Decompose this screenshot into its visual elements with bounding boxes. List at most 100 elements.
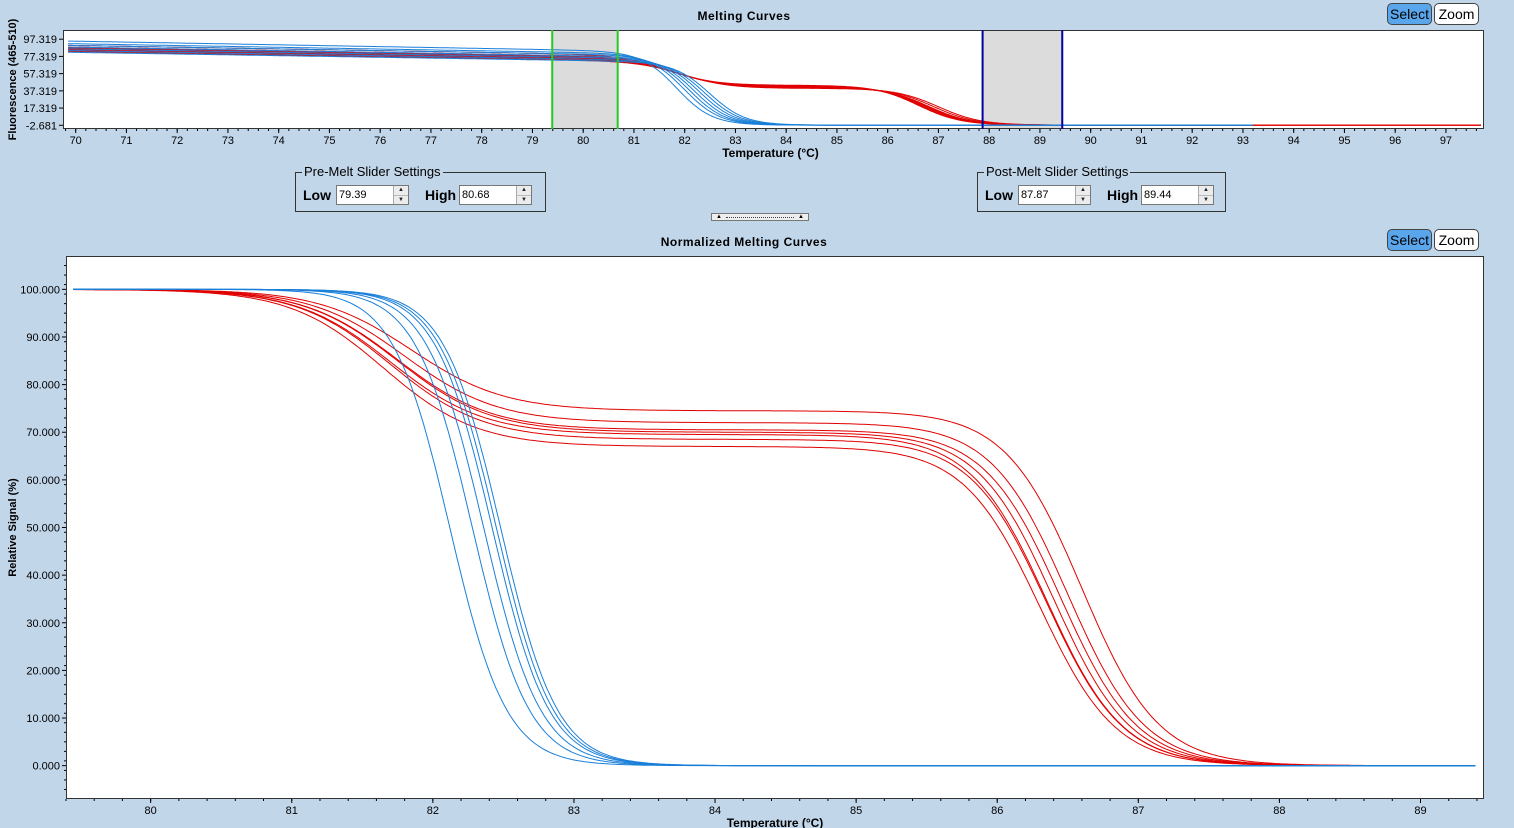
x-tick-label: 75 <box>323 135 335 147</box>
melting-curves-plot[interactable] <box>63 30 1484 129</box>
y-tick-label: -2.681 <box>26 120 57 132</box>
y-tick-label: 80.000 <box>26 380 60 392</box>
post-melt-settings: Post-Melt Slider Settings Low ▲▼ High ▲▼ <box>977 164 1226 212</box>
x-tick-label: 81 <box>628 135 640 147</box>
post-melt-high-spinner[interactable]: ▲▼ <box>1141 185 1214 205</box>
x-tick-label: 88 <box>983 135 995 147</box>
blue-curve-2 <box>73 288 1476 767</box>
x-tick-label: 84 <box>780 135 792 147</box>
pre-melt-region <box>552 31 618 128</box>
splitter-up-icon[interactable]: ▲ <box>716 214 722 220</box>
bottom-select-button[interactable]: Select <box>1387 229 1432 251</box>
pre-melt-low-label: Low <box>303 187 331 203</box>
pre-melt-low-spinner[interactable]: ▲▼ <box>336 185 409 205</box>
y-tick-label: 60.000 <box>26 475 60 487</box>
x-tick-label: 84 <box>709 805 721 817</box>
x-tick-label: 74 <box>273 135 285 147</box>
y-axis-label: Fluorescence (465-510) <box>7 18 19 140</box>
y-tick-label: 100.000 <box>20 284 60 296</box>
pre-melt-settings: Pre-Melt Slider Settings Low ▲▼ High ▲▼ <box>295 164 546 212</box>
x-tick-label: 88 <box>1273 805 1285 817</box>
red-curve-7 <box>73 289 1476 767</box>
splitter-grip[interactable] <box>725 216 795 218</box>
y-tick-label: 30.000 <box>26 618 60 630</box>
y-tick-label: 77.319 <box>23 51 57 63</box>
x-tick-label: 79 <box>526 135 538 147</box>
post-melt-high-input[interactable] <box>1142 186 1198 204</box>
splitter-up-icon[interactable]: ▲ <box>798 214 804 220</box>
spin-up-icon[interactable]: ▲ <box>1203 187 1209 193</box>
top-select-button[interactable]: Select <box>1387 3 1432 25</box>
bottom-zoom-button[interactable]: Zoom <box>1434 229 1479 251</box>
blue-curve-5 <box>73 288 1476 767</box>
y-tick-label: 20.000 <box>26 665 60 677</box>
x-tick-label: 91 <box>1135 135 1147 147</box>
y-tick-label: 0.000 <box>32 761 60 773</box>
red-curve-1 <box>73 288 1476 767</box>
normalized-curves-plot[interactable] <box>66 256 1484 799</box>
x-tick-label: 87 <box>1132 805 1144 817</box>
blue-curve-7 <box>68 51 1253 126</box>
x-axis-label: Temperature (°C) <box>727 816 824 828</box>
y-tick-label: 57.319 <box>23 69 57 81</box>
top-zoom-button[interactable]: Zoom <box>1434 3 1479 25</box>
spin-up-icon[interactable]: ▲ <box>521 187 527 193</box>
x-tick-label: 96 <box>1389 135 1401 147</box>
pre-melt-high-spinner[interactable]: ▲▼ <box>459 185 532 205</box>
x-tick-label: 90 <box>1085 135 1097 147</box>
x-tick-label: 95 <box>1338 135 1350 147</box>
x-tick-label: 89 <box>1034 135 1046 147</box>
x-tick-label: 80 <box>577 135 589 147</box>
x-tick-label: 94 <box>1288 135 1300 147</box>
spin-up-icon[interactable]: ▲ <box>398 187 404 193</box>
post-melt-low-label: Low <box>985 187 1013 203</box>
spin-down-icon[interactable]: ▼ <box>394 195 408 205</box>
post-melt-high-label: High <box>1107 187 1139 203</box>
x-tick-label: 77 <box>425 135 437 147</box>
y-axis-label: Relative Signal (%) <box>7 478 19 577</box>
y-tick-label: 90.000 <box>26 332 60 344</box>
melting-curves-title: Melting Curves <box>697 9 791 23</box>
normalized-curves-title: Normalized Melting Curves <box>660 235 828 249</box>
blue-curve-6 <box>73 288 1476 767</box>
pre-melt-high-input[interactable] <box>460 186 516 204</box>
post-melt-region <box>982 31 1063 128</box>
x-tick-label: 97 <box>1440 135 1452 147</box>
x-tick-label: 81 <box>286 805 298 817</box>
x-tick-label: 78 <box>476 135 488 147</box>
y-tick-label: 17.319 <box>23 103 57 115</box>
panel-splitter[interactable]: ▲ ▲ <box>711 213 809 221</box>
x-tick-label: 86 <box>991 805 1003 817</box>
blue-curve-3 <box>73 288 1476 767</box>
spin-up-icon[interactable]: ▲ <box>1080 187 1086 193</box>
red-curve-2 <box>73 288 1476 767</box>
x-tick-label: 71 <box>120 135 132 147</box>
spin-down-icon[interactable]: ▼ <box>1076 195 1090 205</box>
x-tick-label: 85 <box>831 135 843 147</box>
post-melt-low-input[interactable] <box>1019 186 1075 204</box>
blue-curve-1 <box>73 288 1476 767</box>
x-tick-label: 85 <box>850 805 862 817</box>
x-tick-label: 89 <box>1414 805 1426 817</box>
x-tick-label: 73 <box>222 135 234 147</box>
spin-down-icon[interactable]: ▼ <box>517 195 531 205</box>
x-tick-label: 83 <box>568 805 580 817</box>
x-tick-label: 82 <box>427 805 439 817</box>
x-tick-label: 70 <box>70 135 82 147</box>
y-tick-label: 70.000 <box>26 427 60 439</box>
melting-curves-chart: -2.681 17.319 37.319 57.319 77.319 97.319 70 71… <box>7 18 1481 160</box>
red-curve-6 <box>73 289 1476 767</box>
y-tick-label: 37.319 <box>23 86 57 98</box>
spin-down-icon[interactable]: ▼ <box>1199 195 1213 205</box>
x-tick-label: 86 <box>882 135 894 147</box>
x-axis-label: Temperature (°C) <box>722 146 819 160</box>
red-curve-4 <box>73 289 1476 767</box>
post-melt-low-spinner[interactable]: ▲▼ <box>1018 185 1091 205</box>
blue-curve-4 <box>73 288 1476 767</box>
x-tick-label: 80 <box>145 805 157 817</box>
pre-melt-low-input[interactable] <box>337 186 393 204</box>
x-tick-label: 93 <box>1237 135 1249 147</box>
y-tick-label: 10.000 <box>26 713 60 725</box>
y-tick-label: 50.000 <box>26 523 60 535</box>
